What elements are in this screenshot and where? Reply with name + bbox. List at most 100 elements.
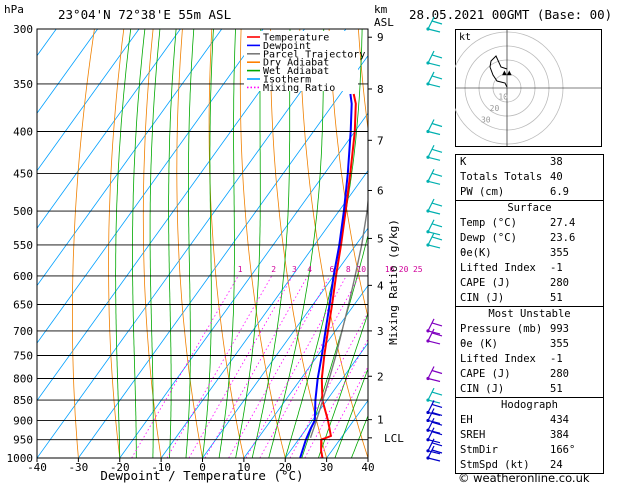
location-label: 23°04'N 72°38'E 55m ASL (58, 7, 231, 22)
index-row: StmSpd (kt) 24 (456, 458, 603, 473)
most-unstable-title: Most Unstable (488, 308, 571, 320)
index-label: θe (K) (460, 338, 498, 350)
index-row: Lifted Index -1 (456, 352, 603, 367)
most-unstable-section: Most Unstable Pressure (mb) 993 θe (K) 355 L… (456, 306, 603, 397)
index-row: SREH 384 (456, 428, 603, 443)
pressure-tick-label: 750 (13, 349, 33, 362)
indices-panel: K 38 Totals Totals 40 PW (cm) 6.9 Surface Tem… (455, 154, 604, 474)
hodograph: kt 10 20 30 ▲▲ (455, 29, 602, 147)
index-label: StmSpd (kt) (460, 459, 530, 471)
wind-barb (426, 219, 443, 236)
index-value: -1 (550, 262, 563, 274)
x-tick-label: 40 (361, 461, 374, 474)
km-tick-label: 9 (377, 31, 384, 44)
hodograph-ring-label: 30 (481, 115, 491, 124)
hodograph-stats-title: Hodograph (501, 399, 558, 411)
dry-adiabat-line (108, 29, 125, 458)
isotherm-line (78, 55, 368, 458)
wind-barb (426, 408, 443, 425)
pressure-tick-label: 500 (13, 205, 33, 218)
mixing-ratio-label: 25 (413, 265, 423, 274)
legend-entry: Temperature (263, 33, 329, 44)
isotherm-line (37, 29, 140, 172)
index-row: CAPE (J) 280 (456, 276, 603, 291)
wind-barb (426, 438, 443, 455)
wet-adiabat-line (334, 367, 368, 458)
legend-box (244, 31, 358, 91)
legend-entry: Parcel Trajectory (263, 49, 365, 60)
wind-barb (426, 366, 443, 383)
pressure-tick-label: 800 (13, 372, 33, 385)
pressure-tick-label: 600 (13, 270, 33, 283)
index-value: 993 (550, 323, 569, 335)
surface-title: Surface (507, 202, 552, 214)
pressure-tick-label: 700 (13, 325, 33, 338)
isotherm-line (37, 29, 98, 114)
mixing-ratio-label: 2 (271, 265, 276, 274)
index-row: CAPE (J) 280 (456, 367, 603, 382)
index-row: θe(K) 355 (456, 246, 603, 261)
wet-adiabat-line (318, 311, 368, 458)
hodograph-stats-section: Hodograph EH 434 SREH 384 StmDir 166° StmSpd (… (456, 397, 603, 473)
index-value: 51 (550, 383, 563, 395)
dry-adiabat-line (328, 29, 368, 319)
index-label: CIN (J) (460, 383, 505, 395)
pressure-tick-label: 850 (13, 394, 33, 407)
index-row: θe (K) 355 (456, 337, 603, 352)
isotherm-line (202, 227, 368, 458)
dry-adiabat-line (239, 29, 286, 458)
mixing-ratio-line (204, 275, 308, 458)
legend-entry: Wet Adiabat (263, 66, 329, 77)
mixing-ratio-label: 10 (356, 265, 366, 274)
pressure-tick-label: 300 (13, 23, 33, 36)
dry-adiabat-line (269, 29, 327, 458)
index-value: 280 (550, 277, 569, 289)
index-label: CIN (J) (460, 292, 505, 304)
wind-barb (426, 427, 443, 444)
legend-entry: Dry Adiabat (263, 58, 329, 69)
isotherm-line (37, 29, 223, 287)
pressure-tick-label: 950 (13, 434, 33, 447)
index-label: StmDir (460, 444, 498, 456)
index-value: 384 (550, 429, 569, 441)
mixing-ratio-label: 8 (346, 265, 351, 274)
index-label: Lifted Index (460, 353, 536, 365)
index-row: Pressure (mb) 993 (456, 322, 603, 337)
pressure-tick-label: 650 (13, 299, 33, 312)
mixing-ratio-line (259, 275, 360, 458)
km-tick-label: 5 (377, 232, 384, 245)
wind-barb (426, 318, 443, 335)
lcl-label: LCL (384, 432, 404, 445)
index-label: Pressure (mb) (460, 323, 543, 335)
x-tick-label: -20 (110, 461, 130, 474)
mixing-ratio-axis-label: Mixing Ratio (g/kg) (387, 219, 400, 345)
hpa-unit: hPa (4, 3, 24, 16)
x-tick-label: -10 (151, 461, 171, 474)
pressure-tick-label: 400 (13, 126, 33, 139)
mixing-ratio-line (188, 275, 293, 458)
wind-barb (426, 445, 443, 462)
isotherm-line (37, 29, 181, 229)
isotherm-line (243, 284, 368, 458)
x-axis-label: Dewpoint / Temperature (°C) (100, 468, 303, 483)
storm-motion-marker: ▲▲ (502, 68, 512, 77)
index-label: θe(K) (460, 247, 492, 259)
index-row: PW (cm) 6.9 (456, 185, 603, 200)
wind-barb (426, 50, 443, 67)
index-row: Lifted Index -1 (456, 261, 603, 276)
wind-barb (426, 400, 443, 417)
km-tick-label: 2 (377, 370, 384, 383)
x-tick-label: -30 (68, 461, 88, 474)
isotherm-line (37, 29, 264, 344)
index-value: 355 (550, 247, 569, 259)
pressure-tick-label: 1000 (7, 452, 34, 465)
index-row: K 38 (456, 155, 603, 170)
x-tick-label: 20 (279, 461, 292, 474)
isotherm-line (160, 169, 368, 458)
km-tick-label: 7 (377, 134, 384, 147)
footer-credit: © weatheronline.co.uk (458, 471, 590, 485)
wind-barb (426, 71, 443, 88)
dry-adiabat-line (358, 29, 368, 133)
index-row: StmDir 166° (456, 443, 603, 458)
